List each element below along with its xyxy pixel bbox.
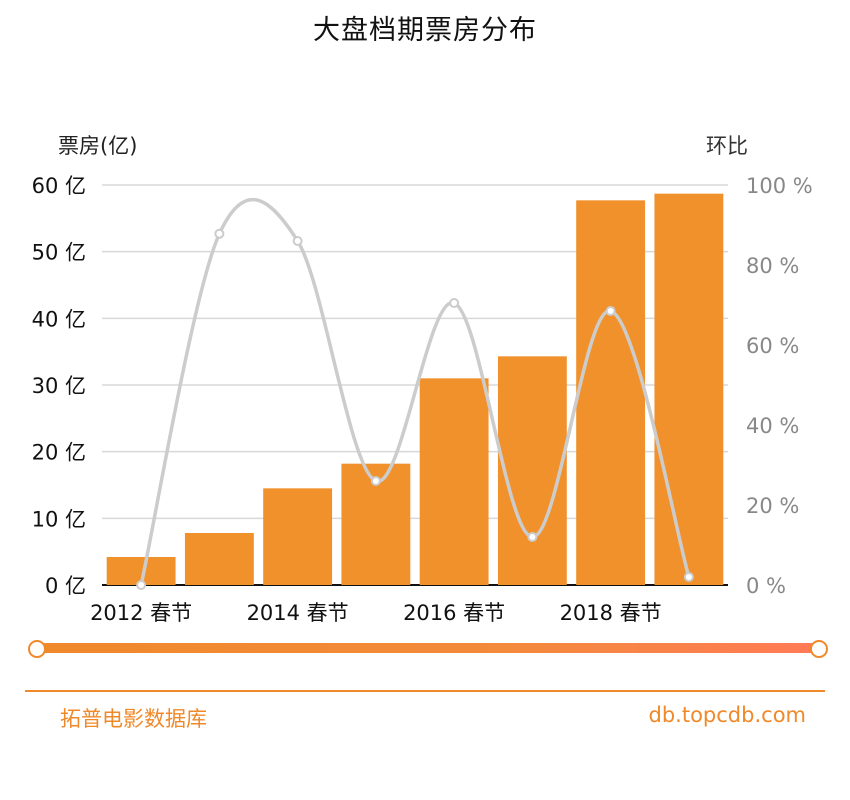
bar-2017-春节 [497, 356, 567, 585]
footer-brand: 拓普电影数据库 [60, 707, 207, 731]
zoom-end-handle[interactable] [810, 640, 828, 658]
mom-ratio-point [136, 580, 147, 590]
box-office-chart: 0 亿 10 亿 20 亿 30 亿 40 亿 50 亿 60 亿 0 % 20 % 40 % 60… [32, 174, 813, 625]
footer-divider [25, 690, 825, 692]
y2-tick-label: 100 % [746, 174, 813, 198]
y2-tick-label: 0 % [746, 574, 786, 598]
x-tick-label: 2018 春节 [560, 601, 662, 625]
zoom-start-handle[interactable] [28, 640, 46, 658]
mom-ratio-point [605, 306, 616, 316]
y2-tick-label: 20 % [746, 494, 799, 518]
y-tick-label: 0 亿 [45, 574, 86, 598]
y2-tick-label: 40 % [746, 414, 799, 438]
y2-tick-label: 60 % [746, 334, 799, 358]
footer-url: db.topcdb.com [648, 703, 806, 727]
y-tick-label: 30 亿 [32, 374, 86, 398]
x-tick-label: 2016 春节 [403, 601, 505, 625]
chart-title: 大盘档期票房分布 [313, 15, 537, 46]
y2-tick-label: 80 % [746, 254, 799, 278]
y-tick-label: 20 亿 [32, 441, 86, 465]
y-tick-label: 10 亿 [32, 507, 86, 531]
bar-2019-春节 [654, 193, 724, 585]
y-axis-title: 票房(亿) [58, 134, 138, 158]
mom-ratio-point [527, 532, 538, 542]
bar-2013-春节 [184, 533, 254, 585]
y2-axis-title: 环比 [706, 134, 748, 158]
data-zoom-slider[interactable] [28, 636, 828, 660]
zoom-range-bar[interactable] [37, 643, 819, 653]
mom-ratio-point [292, 236, 303, 246]
mom-ratio-point [214, 228, 225, 239]
x-tick-label: 2012 春节 [90, 601, 192, 625]
y-tick-label: 60 亿 [32, 174, 86, 198]
mom-ratio-point [683, 572, 694, 582]
bar-2018-春节 [576, 200, 646, 586]
y-tick-label: 40 亿 [32, 307, 86, 331]
bar-2014-春节 [263, 488, 333, 585]
x-tick-label: 2014 春节 [247, 601, 349, 625]
mom-ratio-point [370, 476, 381, 486]
mom-ratio-point [449, 298, 460, 308]
y-tick-label: 50 亿 [32, 241, 86, 265]
bar-2016-春节 [419, 378, 489, 585]
